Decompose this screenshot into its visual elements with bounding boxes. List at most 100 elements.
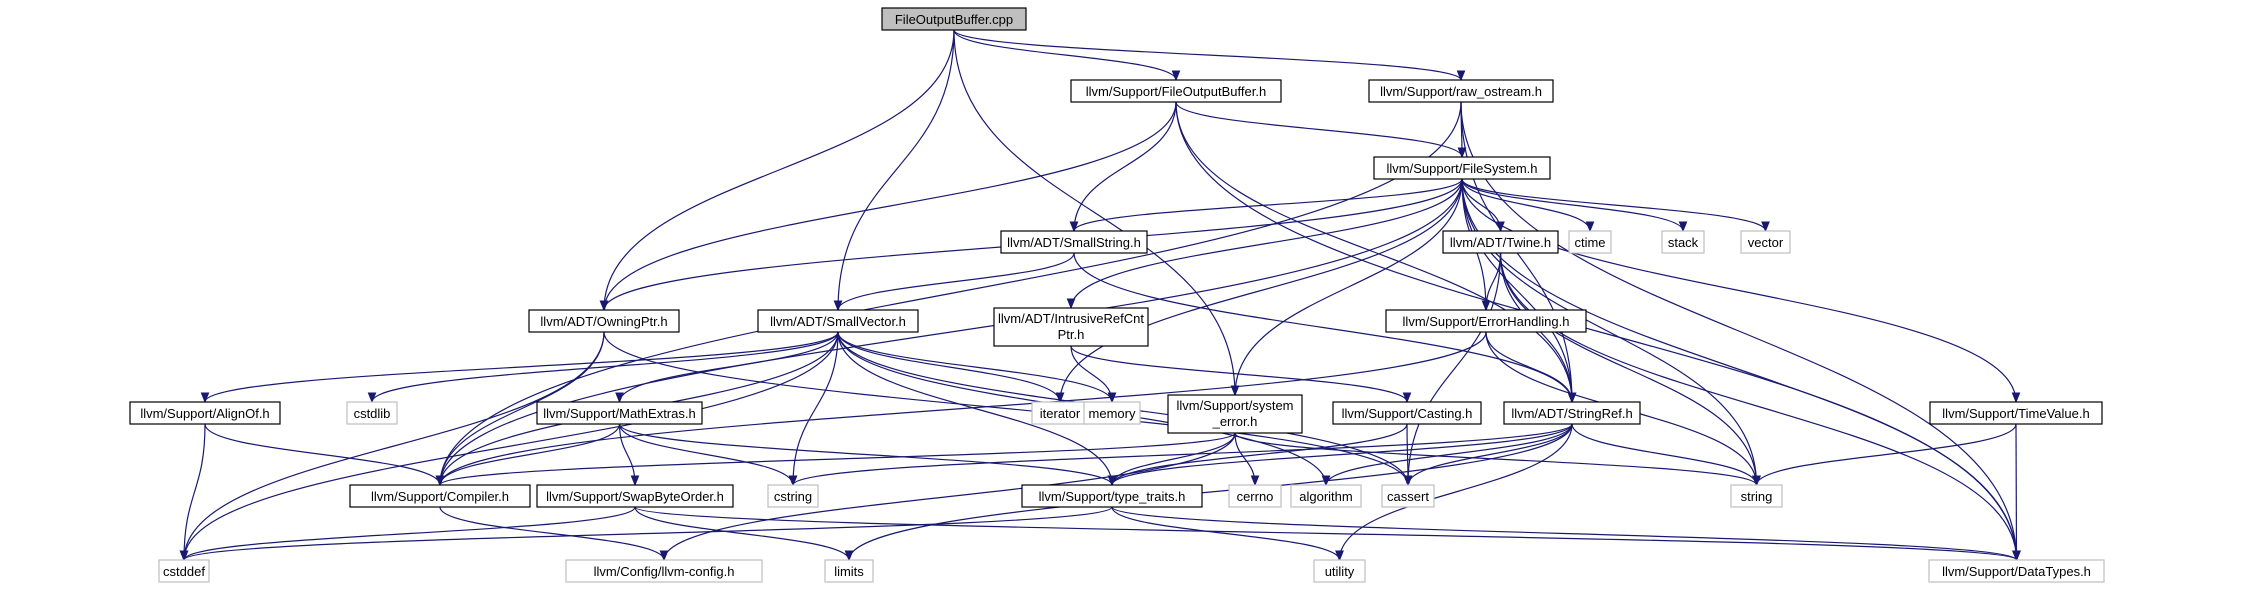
- edge-syserror-to-compiler: [440, 432, 1236, 486]
- node-box-limits: [824, 559, 874, 583]
- node-label-vector: vector: [1748, 235, 1784, 250]
- node-ctime: ctime: [1568, 230, 1612, 254]
- node-label-irc: llvm/ADT/IntrusiveRefCnt: [998, 311, 1144, 326]
- nodes-layer: FileOutputBuffer.cpp llvm/Support/FileOut…: [129, 7, 2105, 583]
- node-smallvector[interactable]: llvm/ADT/SmallVector.h: [757, 309, 919, 333]
- node-fob[interactable]: llvm/Support/FileOutputBuffer.h: [1070, 79, 1282, 103]
- node-llvmconfig: llvm/Config/llvm-config.h: [565, 559, 763, 583]
- node-box-stringref: [1503, 401, 1641, 425]
- node-box-typetraits: [1021, 484, 1203, 508]
- node-label-raw: llvm/Support/raw_ostream.h: [1380, 84, 1542, 99]
- node-memory: memory: [1083, 401, 1141, 425]
- node-iterator: iterator: [1031, 401, 1089, 425]
- edge-fs-to-timevalue: [1461, 178, 2016, 402]
- edge-smallvector-to-memory: [837, 331, 1112, 403]
- node-label-cassert: cassert: [1387, 489, 1429, 504]
- node-utility: utility: [1313, 559, 1366, 583]
- node-label-compiler: llvm/Support/Compiler.h: [371, 489, 509, 504]
- node-owningptr[interactable]: llvm/ADT/OwningPtr.h: [528, 309, 680, 333]
- edge-smallvector-to-mathextras: [620, 331, 839, 403]
- node-smallstring[interactable]: llvm/ADT/SmallString.h: [1000, 230, 1148, 254]
- node-box-owningptr: [528, 309, 680, 333]
- edge-fs-to-iterator: [1060, 178, 1463, 402]
- node-stringref[interactable]: llvm/ADT/StringRef.h: [1503, 401, 1641, 425]
- node-label-string: string: [1741, 489, 1773, 504]
- node-twine[interactable]: llvm/ADT/Twine.h: [1442, 230, 1559, 254]
- edge-owningptr-to-cassert: [603, 331, 1408, 485]
- node-box-cstddef: [158, 559, 210, 583]
- node-limits: limits: [824, 559, 874, 583]
- edge-typetraits-to-utility: [1111, 506, 1340, 561]
- node-fs[interactable]: llvm/Support/FileSystem.h: [1373, 156, 1551, 180]
- edge-irc-to-memory: [1070, 345, 1112, 402]
- node-timevalue[interactable]: llvm/Support/TimeValue.h: [1929, 401, 2103, 425]
- edge-fs-to-ctime: [1461, 178, 1590, 232]
- node-label-stringref: llvm/ADT/StringRef.h: [1511, 406, 1632, 421]
- node-box-compiler: [349, 484, 531, 508]
- edge-stringref-to-string: [1571, 423, 1757, 486]
- edge-root-to-syserror: [953, 29, 1235, 395]
- edge-smallvector-to-cstddef: [184, 331, 839, 560]
- edge-stringref-to-cassert: [1408, 423, 1573, 486]
- node-mathextras[interactable]: llvm/Support/MathExtras.h: [536, 401, 703, 425]
- node-box-twine: [1442, 230, 1559, 254]
- edge-compiler-to-llvmconfig: [439, 506, 664, 561]
- edge-mathextras-to-compiler: [440, 423, 621, 486]
- node-label-mathextras: llvm/Support/MathExtras.h: [543, 406, 695, 421]
- node-syserror[interactable]: llvm/Support/system_error.h: [1167, 394, 1303, 434]
- node-box-memory: [1083, 401, 1141, 425]
- node-alignof[interactable]: llvm/Support/AlignOf.h: [129, 401, 281, 425]
- node-box-swapbyte: [536, 484, 734, 508]
- edge-syserror-to-typetraits: [1112, 432, 1236, 486]
- node-compiler[interactable]: llvm/Support/Compiler.h: [349, 484, 531, 508]
- edge-fs-to-irc: [1071, 178, 1463, 308]
- node-casting[interactable]: llvm/Support/Casting.h: [1332, 401, 1482, 425]
- edge-stringref-to-utility: [1340, 423, 1573, 560]
- edge-mathextras-to-swapbyte: [618, 423, 636, 485]
- node-label-typetraits: llvm/Support/type_traits.h: [1039, 489, 1186, 504]
- node-label-cerrno: cerrno: [1237, 489, 1274, 504]
- edge-root-to-owningptr: [604, 29, 955, 310]
- edge-typetraits-to-datatypes: [1111, 506, 2017, 561]
- node-box-stack: [1661, 230, 1705, 254]
- edge-errorhandling-to-stringref: [1485, 331, 1572, 402]
- edge-fs-to-vector: [1461, 178, 1766, 232]
- node-label-algorithm: algorithm: [1299, 489, 1352, 504]
- node-label-cstdlib: cstdlib: [354, 406, 391, 421]
- node-label-owningptr: llvm/ADT/OwningPtr.h: [540, 314, 667, 329]
- edge-smallstring-to-stringref: [1073, 252, 1572, 402]
- node-label-smallstring: llvm/ADT/SmallString.h: [1007, 235, 1141, 250]
- node-label-irc-line2: Ptr.h: [1058, 327, 1085, 342]
- node-label-utility: utility: [1325, 564, 1355, 579]
- node-label-memory: memory: [1089, 406, 1136, 421]
- node-swapbyte[interactable]: llvm/Support/SwapByteOrder.h: [536, 484, 734, 508]
- node-typetraits[interactable]: llvm/Support/type_traits.h: [1021, 484, 1203, 508]
- edge-swapbyte-to-cstddef: [184, 506, 636, 561]
- edge-swapbyte-to-limits: [634, 506, 849, 561]
- node-raw[interactable]: llvm/Support/raw_ostream.h: [1368, 79, 1554, 103]
- node-label-llvmconfig: llvm/Config/llvm-config.h: [594, 564, 735, 579]
- node-cerrno: cerrno: [1228, 484, 1282, 508]
- edge-raw-to-compiler: [440, 101, 1462, 485]
- edge-fs-to-stringref: [1461, 178, 1572, 402]
- edge-errorhandling-to-compiler: [440, 331, 1487, 485]
- edge-stringref-to-algorithm: [1326, 423, 1573, 486]
- node-stack: stack: [1661, 230, 1705, 254]
- node-root[interactable]: FileOutputBuffer.cpp: [881, 7, 1027, 31]
- edge-fob-to-fs: [1175, 101, 1462, 158]
- node-errorhandling[interactable]: llvm/Support/ErrorHandling.h: [1385, 309, 1587, 333]
- node-cstdlib: cstdlib: [346, 401, 398, 425]
- node-box-utility: [1313, 559, 1366, 583]
- node-label-syserror-line2: _error.h: [1212, 414, 1258, 429]
- edge-typetraits-to-cstddef: [184, 506, 1113, 561]
- edge-stringref-to-cstring: [793, 423, 1573, 486]
- node-datatypes: llvm/Support/DataTypes.h: [1928, 559, 2105, 583]
- edge-raw-to-datatypes: [1460, 101, 2017, 560]
- edge-fob-to-stringref: [1175, 101, 1572, 402]
- node-label-limits: limits: [834, 564, 864, 579]
- node-algorithm: algorithm: [1290, 484, 1362, 508]
- node-label-iterator: iterator: [1040, 406, 1081, 421]
- edge-fob-to-owningptr: [604, 101, 1177, 310]
